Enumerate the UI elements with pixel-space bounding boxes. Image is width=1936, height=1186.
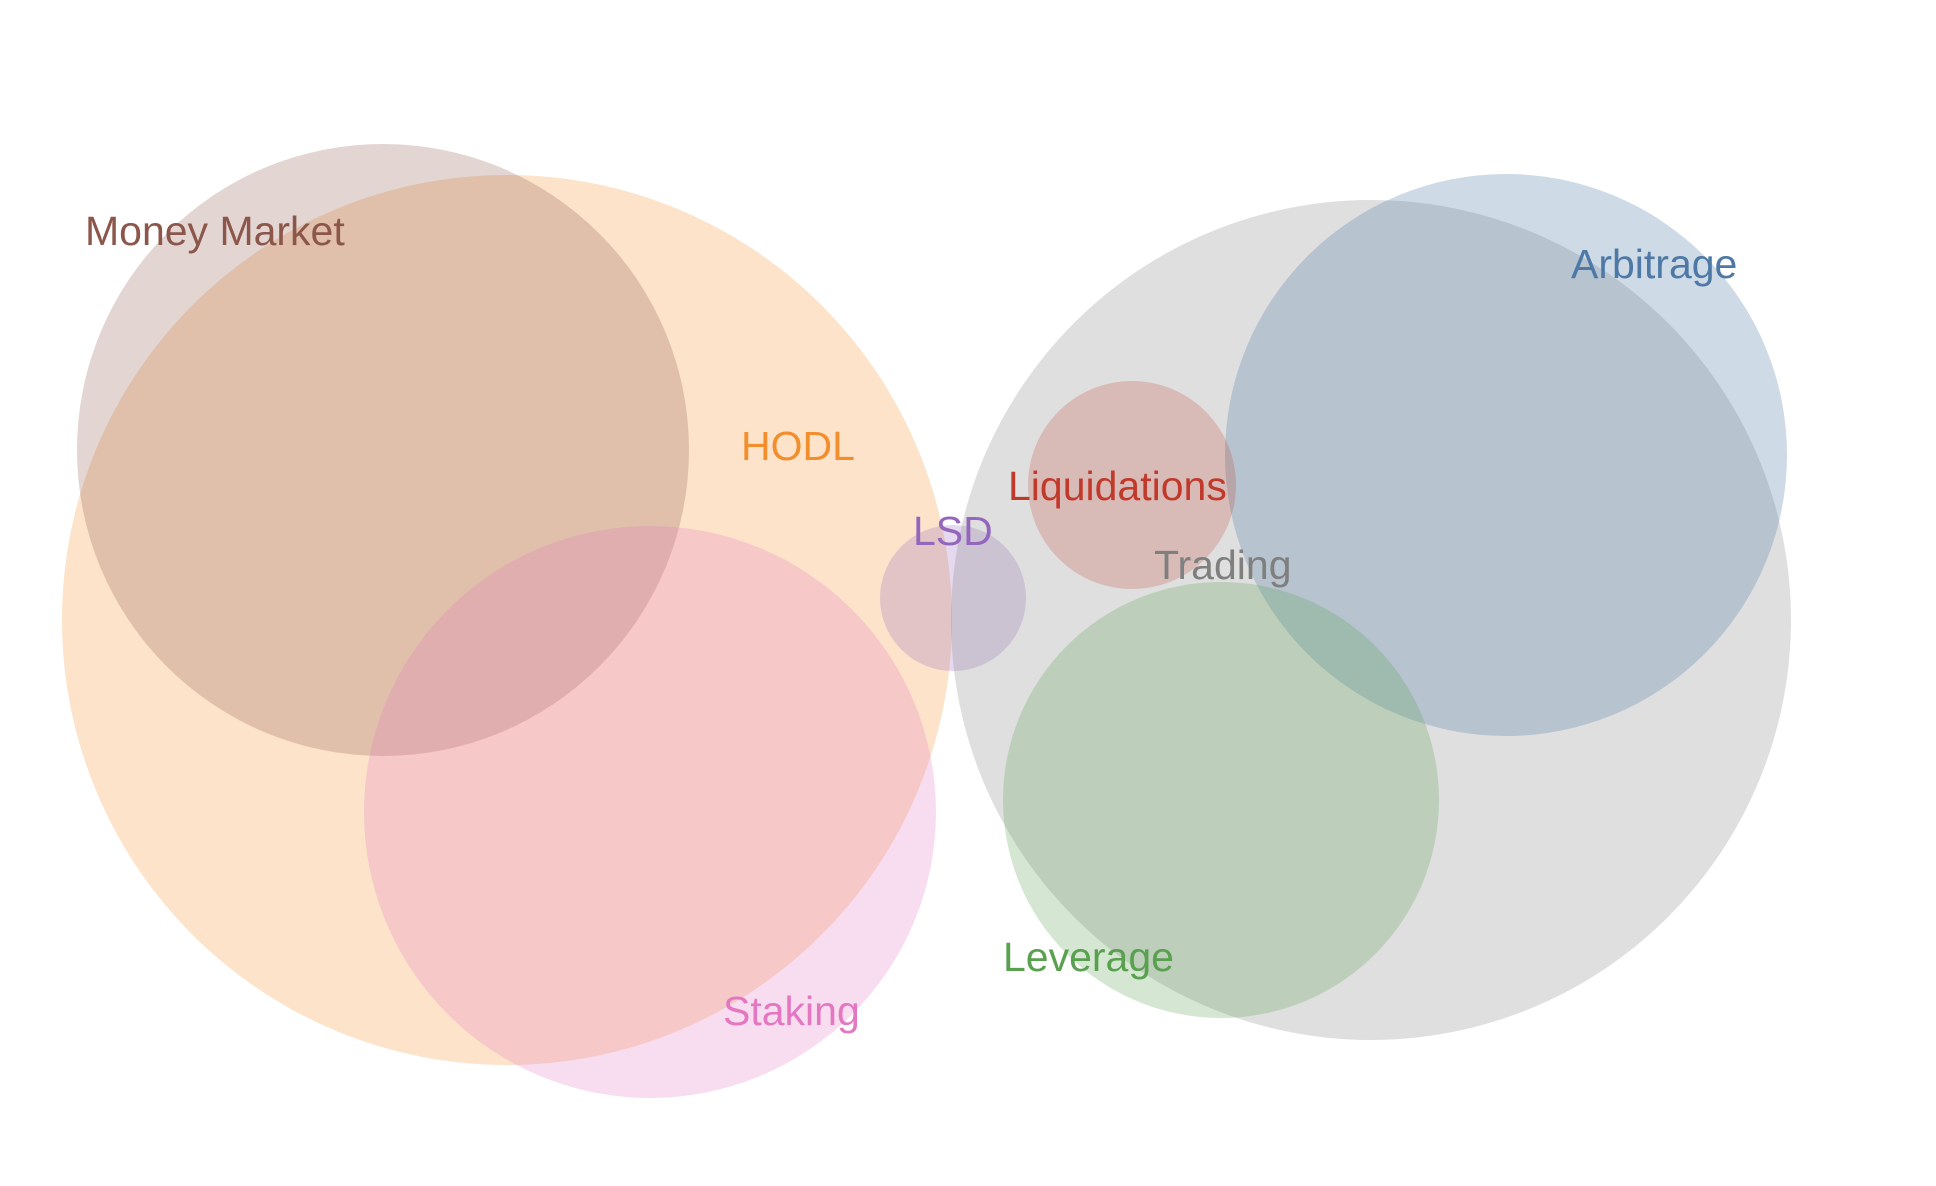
lsd-label: LSD	[913, 508, 993, 554]
trading-label: Trading	[1154, 542, 1292, 588]
money-market-label: Money Market	[85, 208, 345, 254]
arbitrage-label: Arbitrage	[1571, 241, 1737, 287]
lsd-circle	[880, 525, 1026, 671]
liquidations-label: Liquidations	[1008, 463, 1227, 509]
leverage-label: Leverage	[1003, 934, 1174, 980]
hodl-label: HODL	[741, 423, 855, 469]
staking-label: Staking	[723, 988, 860, 1034]
leverage-circle	[1003, 582, 1439, 1018]
money-market-circle	[77, 144, 689, 756]
liquidations-circle	[1028, 381, 1236, 589]
trading-circle	[951, 200, 1791, 1040]
hodl-circle	[62, 175, 952, 1065]
staking-circle	[364, 526, 936, 1098]
arbitrage-circle	[1225, 174, 1787, 736]
